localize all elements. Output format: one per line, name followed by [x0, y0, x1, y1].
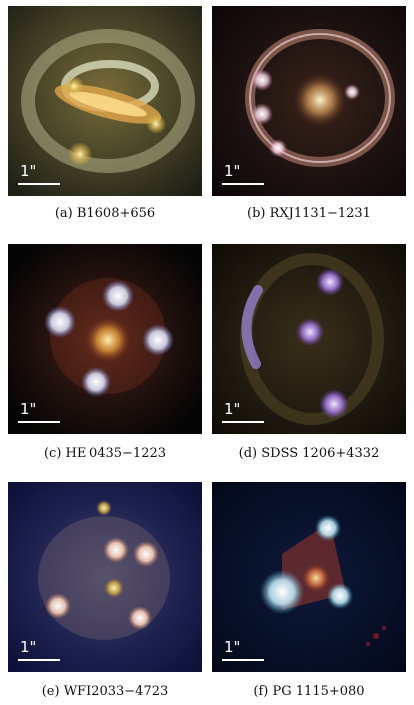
scale-bar	[18, 421, 60, 423]
lens-image-c	[8, 244, 202, 434]
caption-f: (f) PG 1115+080	[253, 684, 365, 699]
caption-b: (b) RXJ1131−1231	[247, 206, 371, 221]
caption-e: (e) WFI2033−4723	[41, 684, 169, 699]
panel-d-image: 1"	[212, 244, 406, 434]
scale-bar	[18, 183, 60, 185]
lens-image-e	[8, 482, 202, 672]
scale-bar-label: 1"	[224, 162, 241, 180]
scale-bar	[222, 659, 264, 661]
scale-bar-label: 1"	[20, 162, 37, 180]
scale-bar	[222, 183, 264, 185]
panel-a-image: 1"	[8, 6, 202, 196]
scale-bar-label: 1"	[224, 638, 241, 656]
caption-a: (a) B1608+656	[54, 206, 156, 221]
lens-image-b	[212, 6, 406, 196]
lens-image-f	[212, 482, 406, 672]
scale-bar-label: 1"	[20, 400, 37, 418]
lens-image-a	[8, 6, 202, 196]
lens-image-d	[212, 244, 406, 434]
scale-bar-label: 1"	[224, 400, 241, 418]
scale-bar-label: 1"	[20, 638, 37, 656]
scale-bar	[18, 659, 60, 661]
panel-c-image: 1"	[8, 244, 202, 434]
caption-c: (c) HE 0435−1223	[43, 446, 167, 461]
panel-f-image: 1"	[212, 482, 406, 672]
scale-bar	[222, 421, 264, 423]
panel-b-image: 1"	[212, 6, 406, 196]
caption-d: (d) SDSS 1206+4332	[238, 446, 380, 461]
panel-e-image: 1"	[8, 482, 202, 672]
